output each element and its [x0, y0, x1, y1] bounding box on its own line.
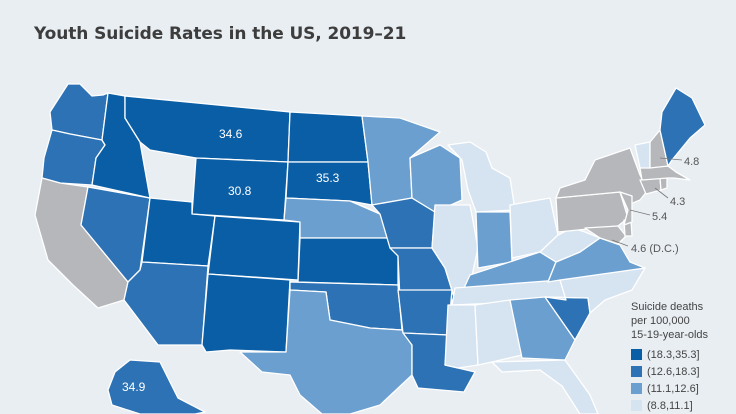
state-fl — [491, 359, 599, 414]
callout-label-nh: 4.8 — [684, 156, 699, 168]
callout-label-ct: 4.3 — [670, 196, 685, 208]
state-ks — [297, 237, 399, 286]
state-nm — [201, 273, 291, 353]
value-label-mt: 34.6 — [219, 127, 243, 141]
legend-swatch — [631, 366, 642, 377]
legend-title-line: 15-19-year-olds — [631, 329, 709, 341]
callout-label-nj: 5.4 — [652, 211, 667, 223]
legend-item: (12.6,18.3] — [631, 363, 736, 380]
state-ak — [107, 359, 206, 414]
state-vt — [634, 141, 651, 169]
legend-swatch — [631, 400, 642, 411]
legend-label: (8.8,11.1] — [647, 399, 693, 412]
legend-swatch — [631, 383, 642, 394]
state-in — [475, 211, 513, 269]
value-label-ak: 34.9 — [122, 380, 146, 394]
state-az — [123, 261, 209, 346]
state-al — [474, 299, 523, 366]
state-wi — [409, 144, 463, 213]
legend-title-line: per 100,000 — [631, 315, 690, 327]
legend-swatch — [631, 349, 642, 360]
state-nc — [544, 267, 646, 314]
state-ga — [509, 296, 576, 361]
state-ri — [659, 177, 668, 191]
legend-label: (11.1,12.6] — [647, 382, 699, 395]
state-wv — [539, 227, 601, 263]
callout-leader-nh — [659, 157, 683, 161]
callout-leader-ct — [654, 187, 669, 199]
legend-label: (12.6,18.3] — [647, 365, 700, 378]
callout-label-dc: 4.6 (D.C.) — [631, 243, 679, 255]
value-label-wy: 30.8 — [228, 184, 252, 198]
legend-item: (8.8,11.1] — [631, 397, 736, 414]
callout-leader-dc — [611, 239, 629, 247]
callout-leader-nj — [629, 209, 651, 216]
state-tx — [239, 289, 413, 414]
state-mi — [447, 141, 516, 213]
legend-title-line: Suicide deaths — [631, 301, 704, 313]
state-nd — [287, 111, 369, 163]
state-mt — [124, 95, 291, 163]
state-me — [659, 87, 706, 167]
state-ar — [397, 289, 453, 336]
state-co — [207, 215, 301, 281]
state-nj — [619, 191, 633, 226]
legend-item: (11.1,12.6] — [631, 380, 736, 397]
state-ma — [639, 165, 691, 181]
legend-item: (18.3,35.3] — [631, 346, 736, 363]
state-sd — [285, 161, 373, 206]
map-title: Youth Suicide Rates in the US, 2019–21 — [34, 24, 407, 44]
legend-label: (18.3,35.3] — [647, 348, 700, 361]
map-legend: Suicide deaths per 100,000 15-19-year-ol… — [631, 300, 736, 414]
state-ms — [444, 304, 479, 369]
state-md — [584, 225, 627, 245]
value-label-sd: 35.3 — [316, 171, 340, 185]
